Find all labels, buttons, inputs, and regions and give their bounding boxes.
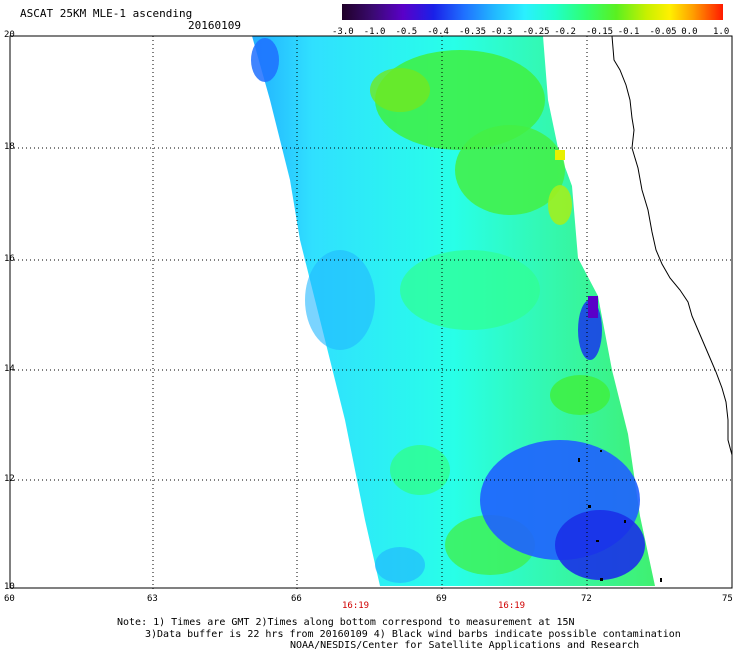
map-frame xyxy=(9,35,733,589)
lat-label-16: 16 xyxy=(4,254,15,264)
map-date: 20160109 xyxy=(188,19,241,32)
pass-time-2: 16:19 xyxy=(498,601,526,611)
colorbar-label: 1.0 xyxy=(713,27,730,37)
colorbar-label: -0.5 xyxy=(395,27,418,37)
colorbar-label: -3.0 xyxy=(332,27,354,37)
colorbar-label: 0.0 xyxy=(681,27,698,37)
islands xyxy=(578,450,662,582)
colorbar-label: -0.15 xyxy=(586,27,614,37)
colorbar-label: -0.25 xyxy=(522,27,550,37)
colorbar xyxy=(342,4,723,20)
coastline xyxy=(611,35,733,456)
swath xyxy=(251,36,655,586)
colorbar-label: -0.3 xyxy=(490,27,513,37)
lon-label-69: 69 xyxy=(436,594,447,604)
lon-label-63: 63 xyxy=(147,594,158,604)
note-line-1: Note: 1) Times are GMT 2)Times along bot… xyxy=(117,617,575,628)
colorbar-label: -0.1 xyxy=(617,27,640,37)
map-title: ASCAT 25KM MLE-1 ascending xyxy=(20,7,193,20)
lat-label-18: 18 xyxy=(4,142,15,152)
credit-line: NOAA/NESDIS/Center for Satellite Applica… xyxy=(290,640,640,651)
colorbar-label: -1.0 xyxy=(363,27,386,37)
colorbar-label: -0.05 xyxy=(649,27,677,37)
lat-label-12: 12 xyxy=(4,474,15,484)
lat-label-20: 20 xyxy=(4,30,15,40)
colorbar-label: -0.35 xyxy=(459,27,487,37)
lon-label-66: 66 xyxy=(291,594,302,604)
note-line-2: 3)Data buffer is 22 hrs from 20160109 4)… xyxy=(145,629,681,640)
grid-lines xyxy=(10,36,732,590)
colorbar-label: -0.4 xyxy=(427,27,449,37)
lon-label-75: 75 xyxy=(722,594,733,604)
lon-label-60: 60 xyxy=(4,594,15,604)
lat-label-10: 10 xyxy=(4,582,15,592)
colorbar-label: -0.2 xyxy=(554,27,576,37)
pass-time-1: 16:19 xyxy=(342,601,370,611)
lon-label-72: 72 xyxy=(581,594,592,604)
lat-label-14: 14 xyxy=(4,364,15,374)
